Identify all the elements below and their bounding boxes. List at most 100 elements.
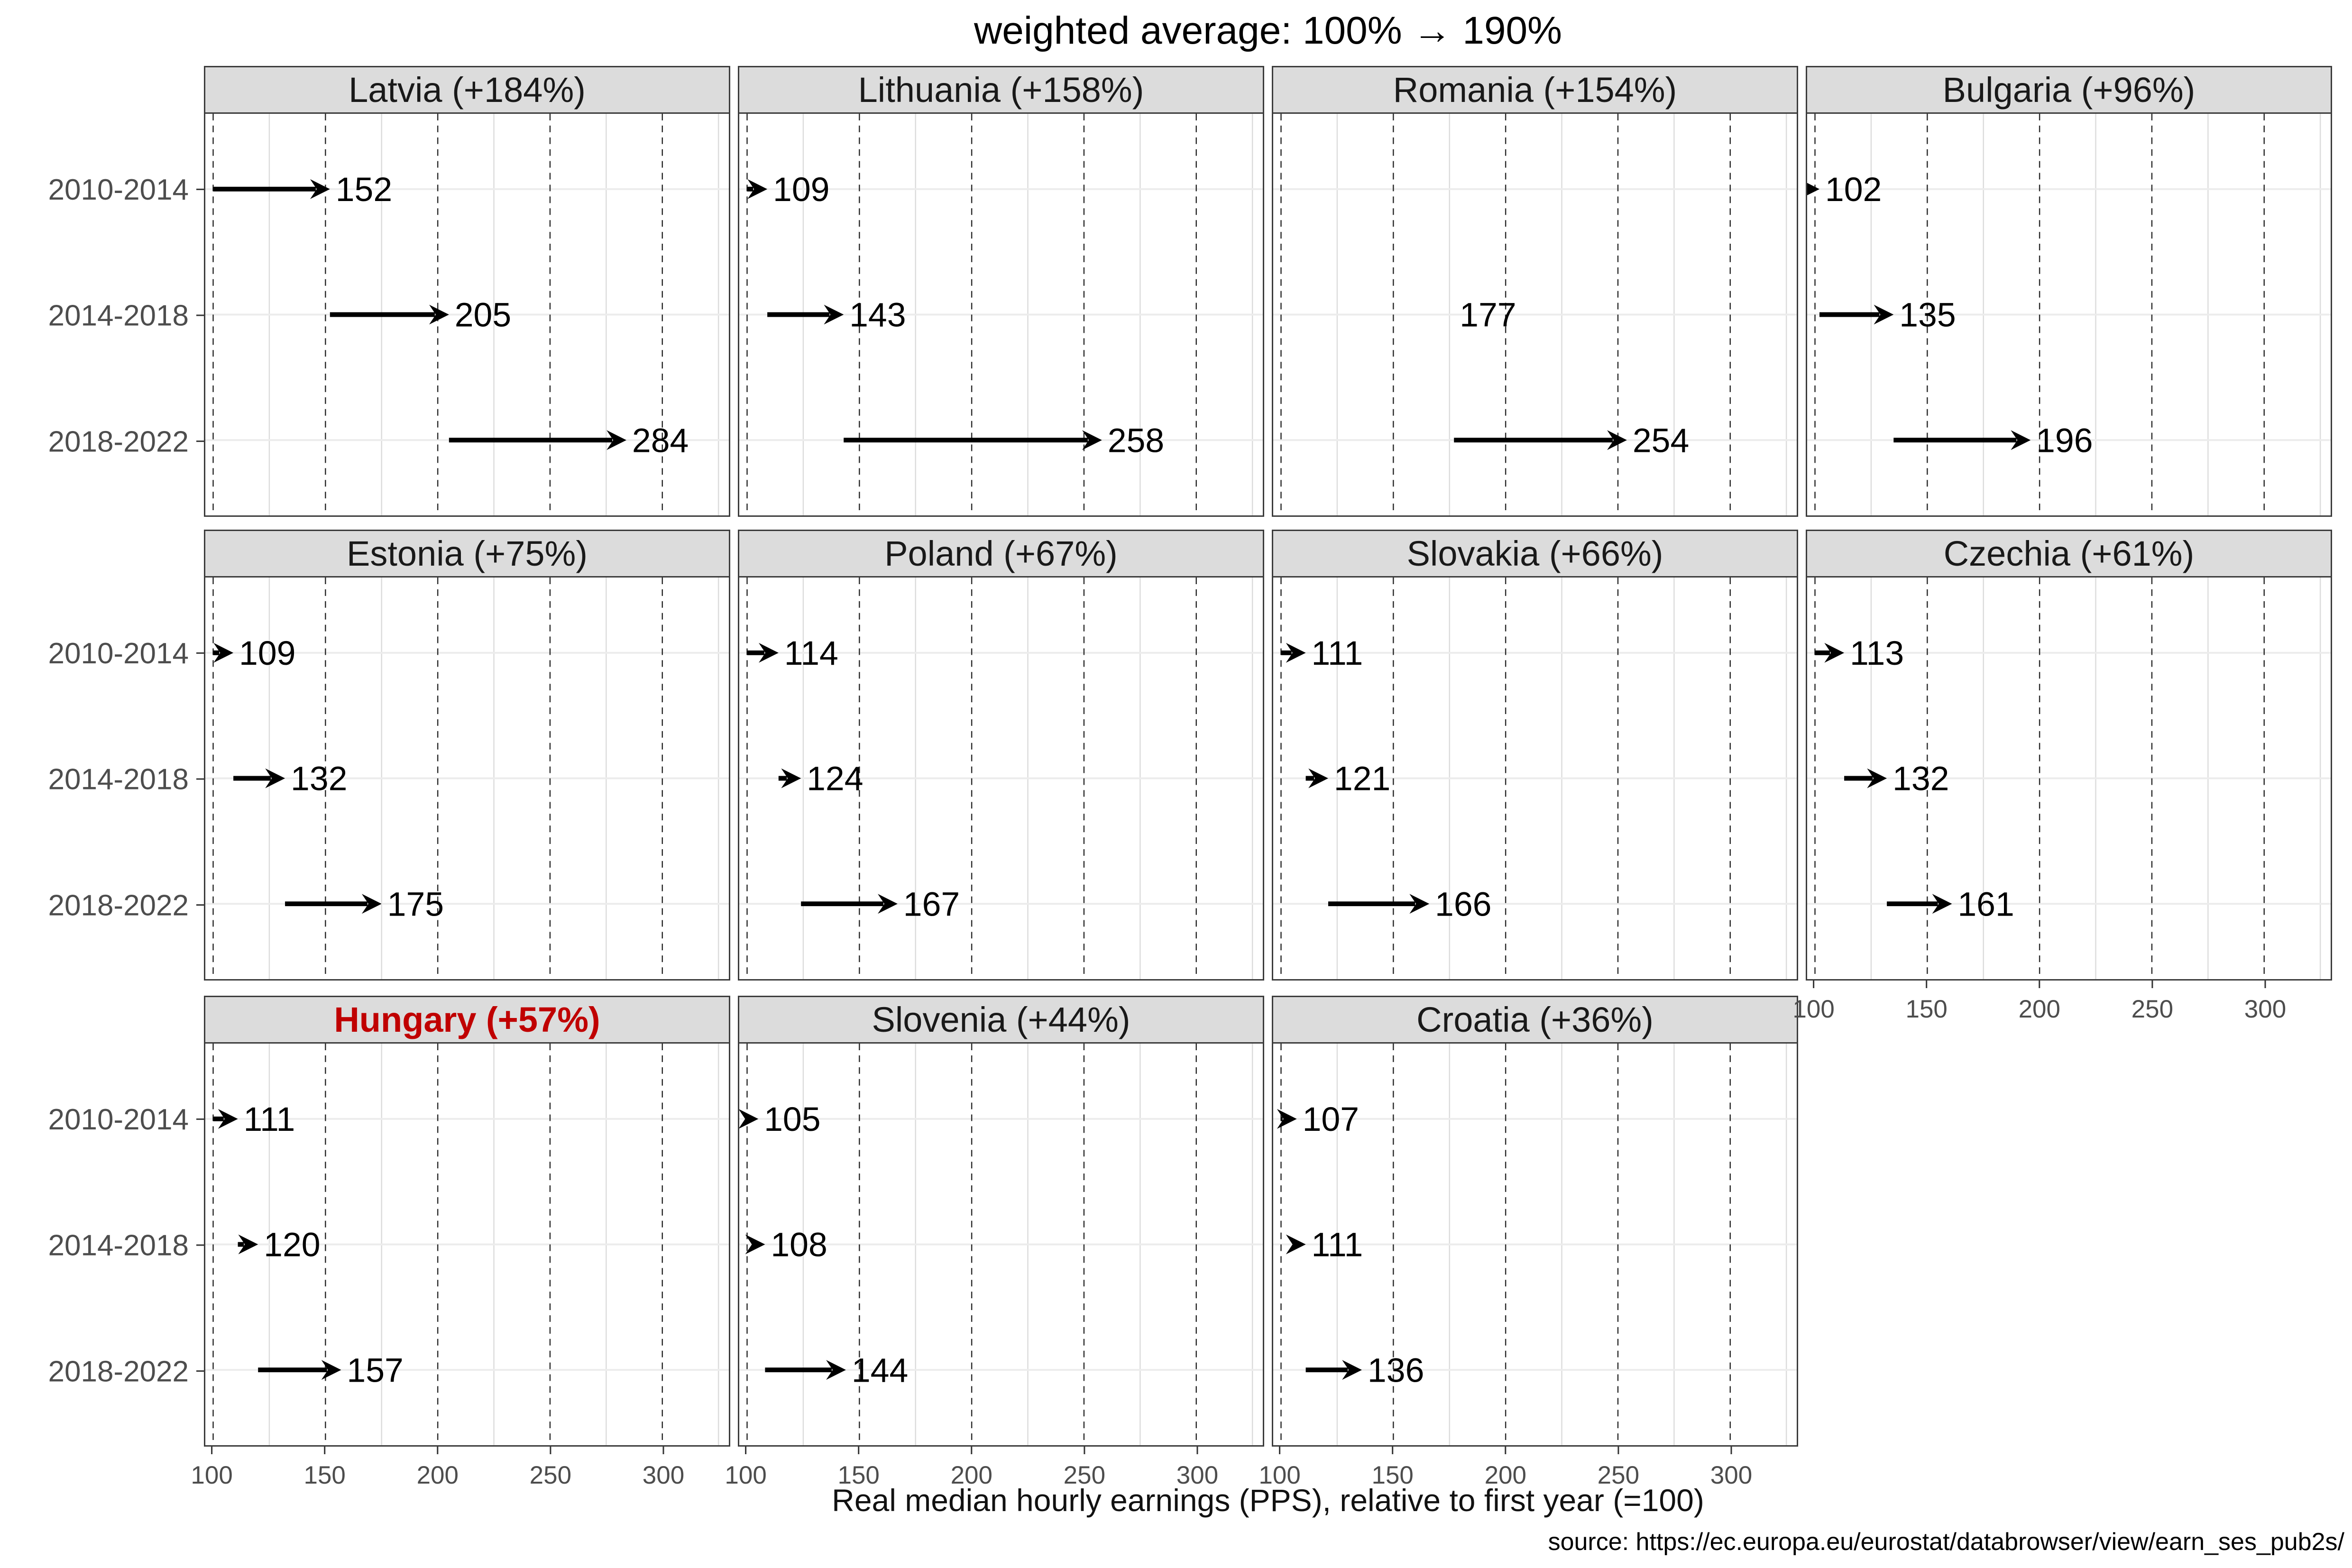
panel-romania: Romania (+154%) 177 254: [1272, 66, 1798, 517]
x-tick-label: 300: [1176, 1461, 1218, 1489]
facet-strip: Bulgaria (+96%): [1806, 66, 2332, 114]
facet-plot: 113 132 161: [1806, 578, 2332, 981]
arrow-head: [1824, 642, 1845, 663]
arrow-head: [824, 304, 844, 325]
x-tick-mark: [2151, 981, 2153, 988]
facet-strip: Slovenia (+44%): [738, 996, 1264, 1044]
y-tick-mark: [196, 778, 204, 780]
y-tick-mark: [196, 1118, 204, 1120]
arrow-head: [1607, 430, 1627, 450]
arrow-head: [1277, 1109, 1297, 1129]
panel-poland: Poland (+67%) 114 124 167: [738, 530, 1264, 981]
facet-plot: 152 205 284: [204, 114, 730, 517]
arrow-head: [1409, 894, 1430, 914]
y-tick-mark: [196, 314, 204, 316]
arrow-head: [878, 894, 898, 914]
x-axis: 100 150 200 250 300: [725, 1447, 1218, 1489]
arrow-head: [1308, 768, 1328, 789]
x-tick-label: 150: [1371, 1461, 1413, 1489]
facet-plot: 111 120 157: [204, 1044, 730, 1447]
x-tick-mark: [971, 1447, 973, 1454]
arrow-head: [1874, 304, 1894, 325]
x-tick-mark: [1196, 1447, 1198, 1454]
x-tick-label: 200: [951, 1461, 992, 1489]
value-label: 144: [852, 1351, 908, 1389]
arrow-head: [429, 304, 449, 325]
facet-title: Lithuania (+158%): [858, 70, 1144, 110]
facet-plot-svg: 177 254: [1273, 114, 1797, 515]
facet-plot-svg: 152 205 284: [205, 114, 729, 515]
value-label: 258: [1108, 422, 1164, 459]
facet-title: Slovenia (+44%): [872, 1000, 1130, 1039]
arrow-head: [218, 1109, 238, 1129]
facet-plot: 177 254: [1272, 114, 1798, 517]
value-label: 120: [264, 1226, 320, 1264]
x-tick-label: 100: [1792, 995, 1834, 1023]
y-tick-label: 2010-2014: [48, 1103, 189, 1136]
facet-plot-svg: 109 143 258: [739, 114, 1263, 515]
value-label: 284: [632, 422, 689, 459]
y-tick-label: 2010-2014: [48, 174, 189, 206]
x-tick-label: 150: [1905, 995, 1947, 1023]
value-label: 166: [1435, 885, 1491, 923]
y-tick-mark: [196, 188, 204, 190]
facet-strip: Hungary (+57%): [204, 996, 730, 1044]
value-label: 108: [771, 1226, 827, 1264]
x-tick-mark: [1730, 1447, 1732, 1454]
facet-plot-svg: 109 132 175: [205, 578, 729, 979]
value-label: 254: [1633, 422, 1689, 459]
y-axis: 2010-2014 2014-2018 2018-2022: [48, 1103, 204, 1388]
x-tick-label: 100: [1259, 1461, 1300, 1489]
facet-title: Romania (+154%): [1393, 70, 1677, 110]
panel-bulgaria: Bulgaria (+96%) 102 135 196: [1806, 66, 2332, 517]
x-tick-label: 250: [1064, 1461, 1105, 1489]
x-tick-mark: [1617, 1447, 1619, 1454]
panel-czechia: Czechia (+61%) 113 132 161: [1806, 530, 2332, 981]
facet-plot-svg: 114 124 167: [739, 578, 1263, 979]
value-label: 124: [807, 760, 863, 798]
arrow-head: [606, 430, 626, 450]
panel-hungary: Hungary (+57%) 111 120 157: [204, 996, 730, 1447]
y-axis: 2010-2014 2014-2018 2018-2022: [48, 637, 204, 922]
facet-plot-svg: 113 132 161: [1807, 578, 2331, 979]
y-tick-mark: [196, 440, 204, 442]
panel-croatia: Croatia (+36%) 107 111 136: [1272, 996, 1798, 1447]
arrow-head: [747, 179, 768, 199]
facet-plot: 109 143 258: [738, 114, 1264, 517]
value-label: 205: [455, 296, 511, 334]
facet-strip: Lithuania (+158%): [738, 66, 1264, 114]
x-tick-label: 100: [725, 1461, 766, 1489]
x-tick-mark: [1279, 1447, 1281, 1454]
facet-plot: 111 121 166: [1272, 578, 1798, 981]
chart-title: weighted average: 100% → 190%: [974, 9, 1562, 52]
facet-plot-svg: 102 135 196: [1807, 114, 2331, 515]
value-label: 107: [1303, 1100, 1359, 1138]
y-tick-mark: [196, 1244, 204, 1246]
value-label: 114: [784, 634, 838, 672]
x-tick-mark: [1505, 1447, 1507, 1454]
facet-title: Latvia (+184%): [349, 70, 586, 110]
arrow-head: [1286, 642, 1306, 663]
x-tick-label: 250: [1598, 1461, 1639, 1489]
value-label: 167: [903, 885, 960, 923]
value-label: 161: [1957, 885, 2014, 923]
facet-title: Bulgaria (+96%): [1942, 70, 2196, 110]
value-label: 111: [244, 1100, 295, 1138]
x-tick-mark: [662, 1447, 664, 1454]
x-tick-label: 300: [1710, 1461, 1752, 1489]
arrow-head: [310, 179, 330, 199]
arrow-head: [1342, 1360, 1362, 1380]
y-axis: 2010-2014 2014-2018 2018-2022: [48, 174, 204, 458]
facet-plot-svg: 111 121 166: [1273, 578, 1797, 979]
value-label: 152: [336, 171, 392, 209]
facet-strip: Latvia (+184%): [204, 66, 730, 114]
facet-title: Croatia (+36%): [1416, 1000, 1654, 1039]
value-label: 102: [1825, 171, 1882, 209]
arrow-head: [238, 1234, 258, 1255]
facet-strip: Croatia (+36%): [1272, 996, 1798, 1044]
arrow-head: [1082, 430, 1102, 450]
value-label: 157: [347, 1351, 403, 1389]
y-tick-label: 2014-2018: [48, 1229, 189, 1262]
facet-strip: Czechia (+61%): [1806, 530, 2332, 578]
